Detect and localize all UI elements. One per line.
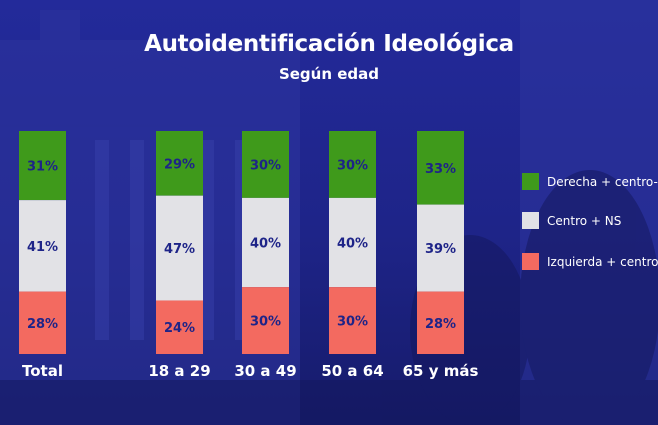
chart-title: Autoidentificación Ideológica bbox=[144, 31, 514, 57]
data-label-50-a-64-derecha: 30% bbox=[337, 158, 368, 173]
category-label-total: Total bbox=[22, 362, 63, 380]
data-label-total-derecha: 31% bbox=[27, 160, 58, 175]
data-label-30-a-49-derecha: 30% bbox=[250, 158, 281, 173]
data-label-18-a-29-derecha: 29% bbox=[164, 157, 195, 172]
bar-total-centro bbox=[19, 200, 66, 292]
bar-30-a-49-centro bbox=[242, 197, 289, 288]
legend-label-centro: Centro + NS bbox=[547, 214, 621, 228]
data-label-65-y-mas-izquierda: 28% bbox=[425, 317, 456, 332]
bar-50-a-64-derecha bbox=[329, 131, 376, 198]
category-label-65-y-mas: 65 y más bbox=[403, 362, 479, 380]
bar-30-a-49-derecha bbox=[242, 131, 289, 198]
bar-50-a-64-izquierda bbox=[329, 287, 376, 354]
bar-total-izquierda bbox=[19, 291, 66, 354]
data-label-65-y-mas-centro: 39% bbox=[425, 242, 456, 257]
data-label-18-a-29-centro: 47% bbox=[164, 242, 195, 257]
legend-label-izquierda: Izquierda + centro-izquierda bbox=[547, 255, 658, 269]
chart-subtitle: Según edad bbox=[278, 65, 380, 83]
data-label-18-a-29-izquierda: 24% bbox=[164, 321, 195, 336]
bar-total-derecha bbox=[19, 131, 66, 201]
legend-swatch-centro bbox=[522, 212, 539, 229]
legend-swatch-derecha bbox=[522, 173, 539, 190]
data-label-50-a-64-izquierda: 30% bbox=[337, 315, 368, 330]
data-label-65-y-mas-derecha: 33% bbox=[425, 162, 456, 177]
bar-65-y-mas-izquierda bbox=[417, 291, 464, 354]
bar-18-a-29-derecha bbox=[156, 131, 203, 196]
bar-30-a-49-izquierda bbox=[242, 287, 289, 354]
category-label-30-a-49: 30 a 49 bbox=[234, 362, 296, 380]
data-label-50-a-64-centro: 40% bbox=[337, 237, 368, 252]
legend-label-derecha: Derecha + centro-derecha bbox=[547, 175, 658, 189]
data-label-30-a-49-izquierda: 30% bbox=[250, 315, 281, 330]
bar-65-y-mas-derecha bbox=[417, 131, 464, 205]
category-label-18-a-29: 18 a 29 bbox=[148, 362, 210, 380]
bar-18-a-29-izquierda bbox=[156, 300, 203, 354]
data-label-total-izquierda: 28% bbox=[27, 317, 58, 332]
bar-18-a-29-centro bbox=[156, 195, 203, 301]
data-label-30-a-49-centro: 40% bbox=[250, 237, 281, 252]
bar-50-a-64-centro bbox=[329, 197, 376, 288]
bar-65-y-mas-centro bbox=[417, 204, 464, 292]
data-label-total-centro: 41% bbox=[27, 240, 58, 255]
legend-swatch-izquierda bbox=[522, 253, 539, 270]
category-label-50-a-64: 50 a 64 bbox=[321, 362, 383, 380]
